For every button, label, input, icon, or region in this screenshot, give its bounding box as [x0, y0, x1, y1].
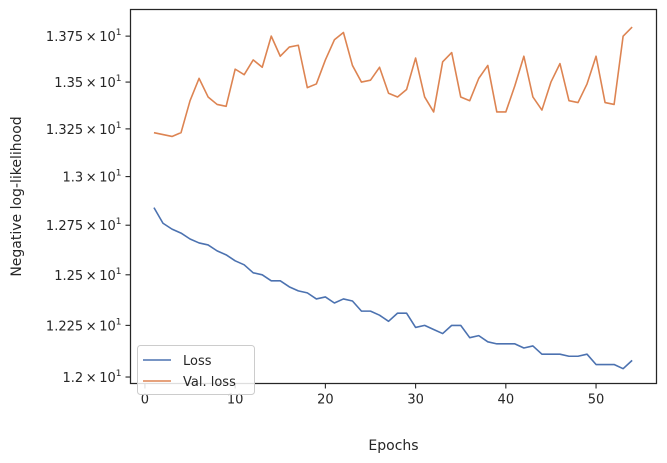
legend-label: Val. loss [183, 375, 236, 390]
y-tick-label: 1.275 × 101 [46, 217, 122, 234]
x-axis: 0 10 20 30 40 50 [141, 383, 605, 408]
legend: Loss Val. loss [137, 345, 255, 395]
x-tick-label: 40 [498, 393, 515, 408]
series-line-0 [153, 207, 633, 370]
y-tick-label: 1.325 × 101 [46, 121, 122, 138]
legend-label: Loss [183, 354, 212, 369]
y-tick-label: 1.25 × 101 [54, 267, 121, 284]
x-tick-label: 30 [407, 393, 424, 408]
plot-frame [129, 8, 658, 385]
x-tick-label: 50 [588, 393, 605, 408]
legend-box [137, 345, 255, 395]
series-line-1 [153, 26, 633, 138]
y-axis: 1.2 × 101 1.225 × 101 1.25 × 101 1.275 × 10… [46, 28, 131, 386]
y-tick-label: 1.35 × 101 [54, 74, 121, 91]
x-tick-label: 0 [141, 393, 149, 408]
series-layer [153, 26, 633, 370]
x-tick-label: 20 [317, 393, 334, 408]
x-tick-label: 10 [227, 393, 244, 408]
y-tick-label: 1.2 × 101 [62, 369, 121, 386]
y-tick-label: 1.225 × 101 [46, 317, 122, 334]
x-axis-label: Epochs [368, 438, 418, 454]
y-tick-label: 1.375 × 101 [46, 28, 122, 45]
y-axis-label: Negative log-likelihood [9, 116, 25, 276]
y-tick-label: 1.3 × 101 [62, 169, 121, 186]
